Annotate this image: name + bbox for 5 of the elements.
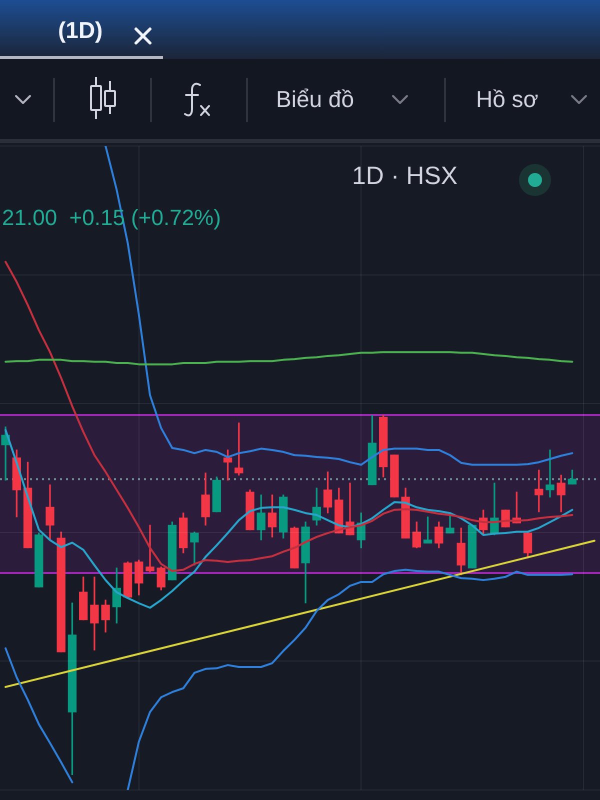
chart-title: 1D · HSX [352,162,458,191]
text: Biểu đồ [276,86,354,113]
text: Hồ sơ [476,86,538,113]
candlestick [390,454,399,498]
text: (1D) [58,17,103,44]
